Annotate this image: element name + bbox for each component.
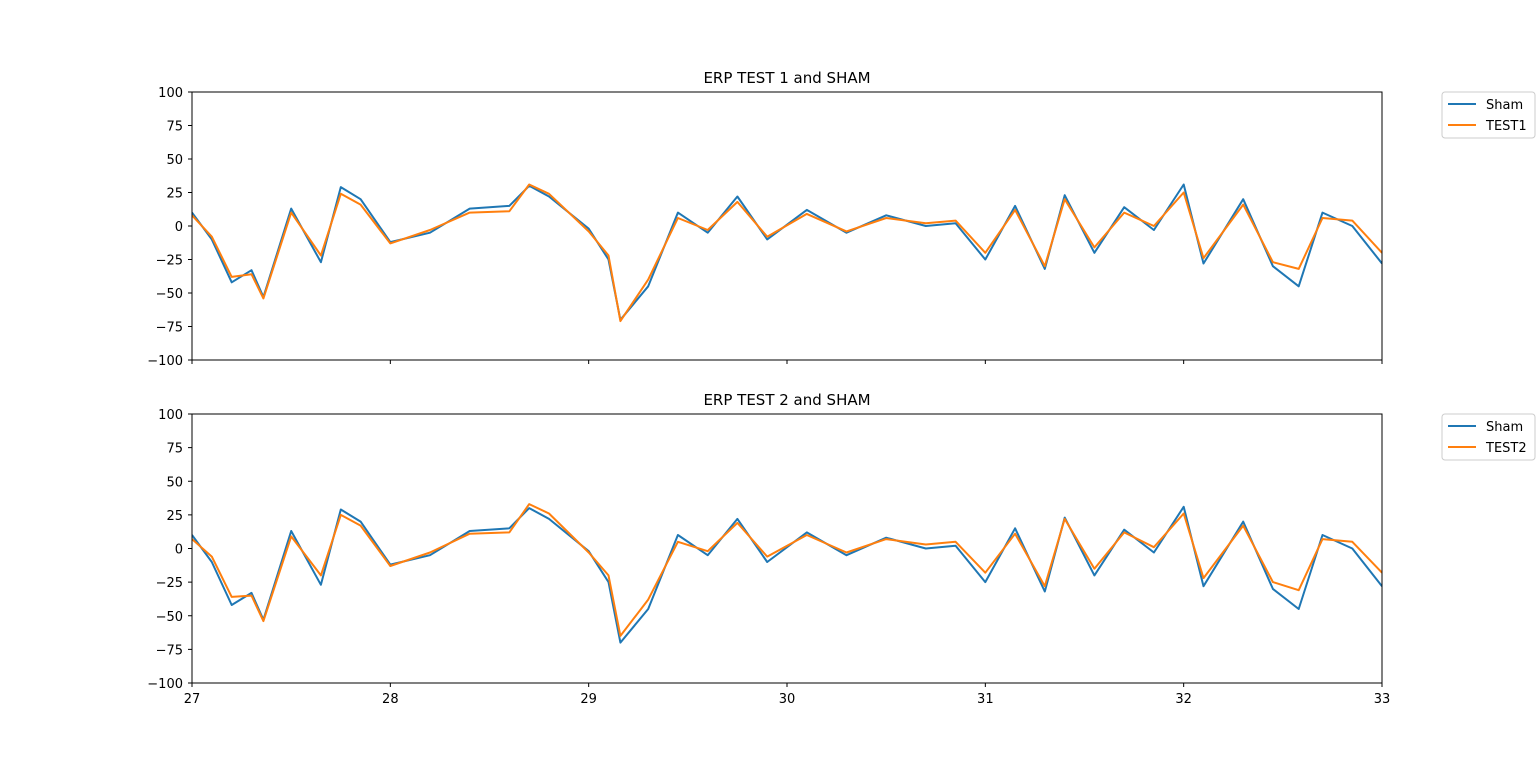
y-tick-label: 0 (175, 220, 183, 235)
series-line-test2 (192, 503, 1382, 637)
chart-panel-bottom: ERP TEST 2 and SHAM −100 −75 −50 −25 0 25 50 75 1… (147, 391, 1536, 707)
y-tick-label: 50 (166, 153, 183, 168)
series-line-test1 (192, 183, 1382, 323)
legend: Sham TEST1 (1441, 91, 1536, 139)
chart-title: ERP TEST 2 and SHAM (703, 391, 870, 409)
chart-title: ERP TEST 1 and SHAM (703, 69, 870, 87)
y-tick-label: 75 (166, 120, 183, 135)
legend-label: Sham (1486, 420, 1523, 435)
y-tick-label: 25 (166, 187, 183, 202)
x-tick-label: 29 (580, 692, 597, 707)
y-tick-label: −100 (147, 677, 183, 692)
series-line-sham (192, 505, 1382, 644)
y-tick-label: −75 (156, 643, 183, 658)
x-tick-label: 31 (977, 692, 994, 707)
y-tick-label: −25 (156, 576, 183, 591)
y-tick-label: −100 (147, 354, 183, 369)
legend: Sham TEST2 (1441, 413, 1536, 461)
series-group (192, 503, 1382, 644)
legend-label: TEST1 (1485, 119, 1527, 134)
y-tick-label: −75 (156, 321, 183, 336)
legend-label: TEST2 (1485, 441, 1527, 456)
y-tick-label: 0 (175, 543, 183, 558)
y-tick-label: 50 (166, 475, 183, 490)
series-line-sham (192, 183, 1382, 321)
y-tick-label: −50 (156, 287, 183, 302)
y-tick-label: −25 (156, 254, 183, 269)
x-tick-label: 27 (184, 692, 201, 707)
x-tick-label: 32 (1175, 692, 1192, 707)
chart-panel-top: ERP TEST 1 and SHAM −100 −75 −50 −25 0 25 50 75 1… (147, 69, 1536, 369)
y-tick-label: 75 (166, 442, 183, 457)
series-group (192, 183, 1382, 323)
x-tick-label: 33 (1374, 692, 1391, 707)
x-tick-label: 30 (779, 692, 796, 707)
x-tick-label: 28 (382, 692, 399, 707)
y-tick-label: −50 (156, 610, 183, 625)
y-tick-label: 100 (158, 408, 183, 423)
y-tick-label: 25 (166, 509, 183, 524)
y-tick-label: 100 (158, 86, 183, 101)
legend-label: Sham (1486, 98, 1523, 113)
